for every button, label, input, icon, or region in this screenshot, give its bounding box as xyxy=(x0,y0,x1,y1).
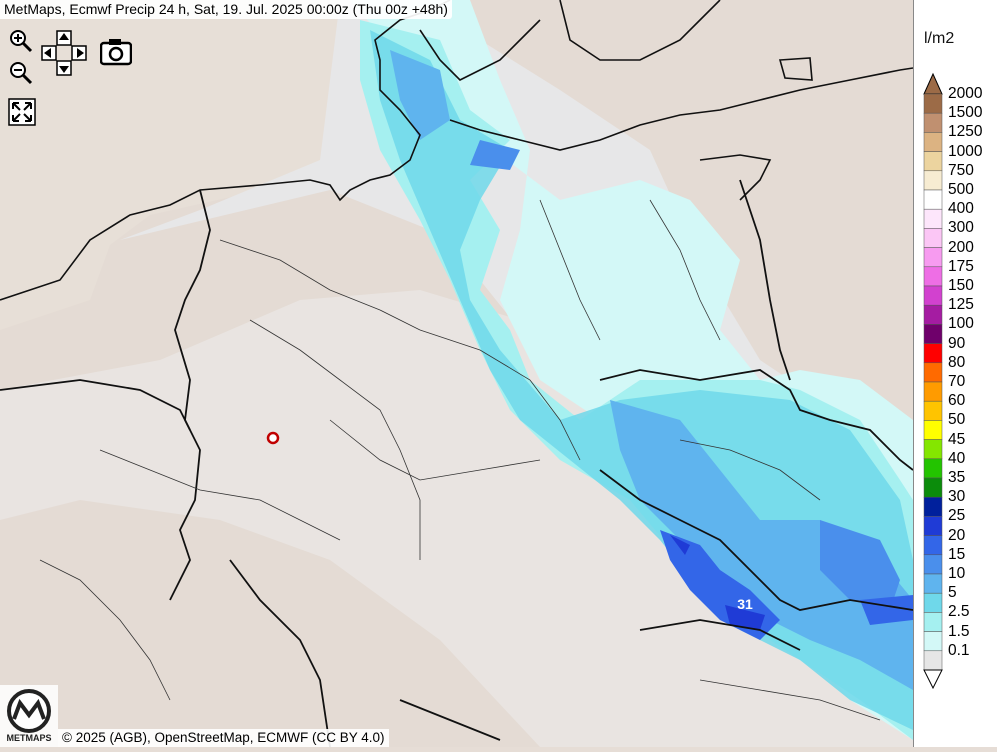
legend-label: 200 xyxy=(948,238,974,256)
legend-label: 750 xyxy=(948,161,974,179)
max-value-label: 31 xyxy=(737,596,753,612)
attribution: © 2025 (AGB), OpenStreetMap, ECMWF (CC B… xyxy=(58,729,389,747)
region-borders xyxy=(39,199,881,721)
logo-text: METMAPS xyxy=(6,733,52,743)
legend-arrow-bottom xyxy=(923,669,943,690)
camera-icon xyxy=(99,39,133,66)
metmaps-logo: METMAPS xyxy=(0,685,58,747)
legend-label: 5 xyxy=(948,584,957,602)
legend-label: 2.5 xyxy=(948,603,970,621)
country-borders xyxy=(0,179,914,748)
legend-swatch xyxy=(923,132,943,152)
legend-swatch xyxy=(923,381,943,402)
zoom-out-icon xyxy=(10,62,33,85)
legend-unit: l/m2 xyxy=(924,30,955,47)
legend-label: 35 xyxy=(948,469,966,486)
precip-15-north xyxy=(470,140,520,170)
location-marker[interactable] xyxy=(266,431,280,445)
precip-15-east xyxy=(820,520,900,610)
legend-colorbar xyxy=(923,72,943,690)
zoom-in-button[interactable] xyxy=(8,28,34,54)
legend-swatch xyxy=(923,516,943,536)
legend-label: 10 xyxy=(948,565,966,582)
legend-arrow-top xyxy=(923,72,943,95)
legend-swatch xyxy=(923,189,943,210)
legend-label: 80 xyxy=(948,353,966,371)
legend-swatch xyxy=(923,439,943,460)
legend-swatch xyxy=(923,304,943,325)
legend-swatch xyxy=(923,93,943,114)
legend-panel: l/m2 2000 1500 1250 1000 750 500 400 300 200 175 1… xyxy=(913,0,997,747)
legend-label: 100 xyxy=(948,315,974,333)
location-marker-icon xyxy=(266,431,280,445)
legend-label: 300 xyxy=(948,219,974,237)
legend-swatch xyxy=(923,151,943,172)
legend-swatch xyxy=(923,496,943,517)
metmaps-logo-icon xyxy=(0,685,58,747)
legend-swatch xyxy=(923,266,943,287)
legend-swatch xyxy=(923,228,943,248)
legend-label: 400 xyxy=(948,200,974,218)
legend-swatch xyxy=(923,170,943,191)
legend-swatch xyxy=(923,612,943,632)
land-gray-zone xyxy=(0,290,913,747)
legend-label: 50 xyxy=(948,411,966,429)
precip-20-east xyxy=(860,595,913,625)
legend-label: 70 xyxy=(948,373,966,390)
legend-swatch xyxy=(923,362,943,383)
coastlines xyxy=(0,0,914,301)
precip-25-a xyxy=(670,535,690,555)
legend-swatch xyxy=(923,285,943,306)
legend-swatch xyxy=(923,477,943,498)
zoom-out-button[interactable] xyxy=(8,60,34,86)
legend-swatch xyxy=(923,247,943,268)
legend-label: 150 xyxy=(948,277,974,294)
legend-label: 500 xyxy=(948,181,974,198)
map-canvas: 31 xyxy=(0,0,914,748)
legend-label: 90 xyxy=(948,334,966,352)
map-title: MetMaps, Ecmwf Precip 24 h, Sat, 19. Jul… xyxy=(0,0,452,19)
legend-swatch xyxy=(923,592,943,613)
legend-swatch xyxy=(923,112,943,133)
legend-swatch xyxy=(923,343,943,364)
legend-label: 1250 xyxy=(948,123,983,141)
legend-label: 20 xyxy=(948,526,966,544)
legend-label: 60 xyxy=(948,392,966,410)
legend-swatch xyxy=(923,208,943,229)
legend-label: 25 xyxy=(948,507,966,525)
legend-label: 1.5 xyxy=(948,622,970,640)
legend-label: 45 xyxy=(948,430,966,448)
legend-swatch xyxy=(923,420,943,440)
pan-control[interactable] xyxy=(40,30,88,76)
legend-swatch xyxy=(923,554,943,575)
fullscreen-icon xyxy=(8,98,36,126)
legend-swatch xyxy=(923,573,943,594)
legend-swatch xyxy=(923,650,943,671)
legend-label: 0.1 xyxy=(948,641,970,659)
legend-label: 1000 xyxy=(948,142,983,160)
legend-label: 30 xyxy=(948,488,966,506)
screenshot-button[interactable] xyxy=(99,38,133,66)
precip-25-b xyxy=(725,605,765,630)
pan-arrows-icon xyxy=(41,30,87,76)
legend-label: 15 xyxy=(948,545,966,563)
legend-label: 175 xyxy=(948,257,974,275)
legend-swatch xyxy=(923,324,943,344)
fullscreen-button[interactable] xyxy=(8,98,36,126)
precip-10 xyxy=(610,400,913,690)
legend-swatch xyxy=(923,400,943,421)
legend-label: 40 xyxy=(948,449,966,467)
legend-label: 1500 xyxy=(948,104,983,122)
precip-10-north xyxy=(390,50,450,140)
legend-swatch xyxy=(923,535,943,556)
precipitation-map[interactable]: 31 xyxy=(0,0,914,748)
legend-swatch xyxy=(923,631,943,652)
legend-label: 125 xyxy=(948,296,974,314)
legend-swatch xyxy=(923,458,943,479)
legend-label: 2000 xyxy=(948,85,983,102)
zoom-in-icon xyxy=(10,30,33,53)
